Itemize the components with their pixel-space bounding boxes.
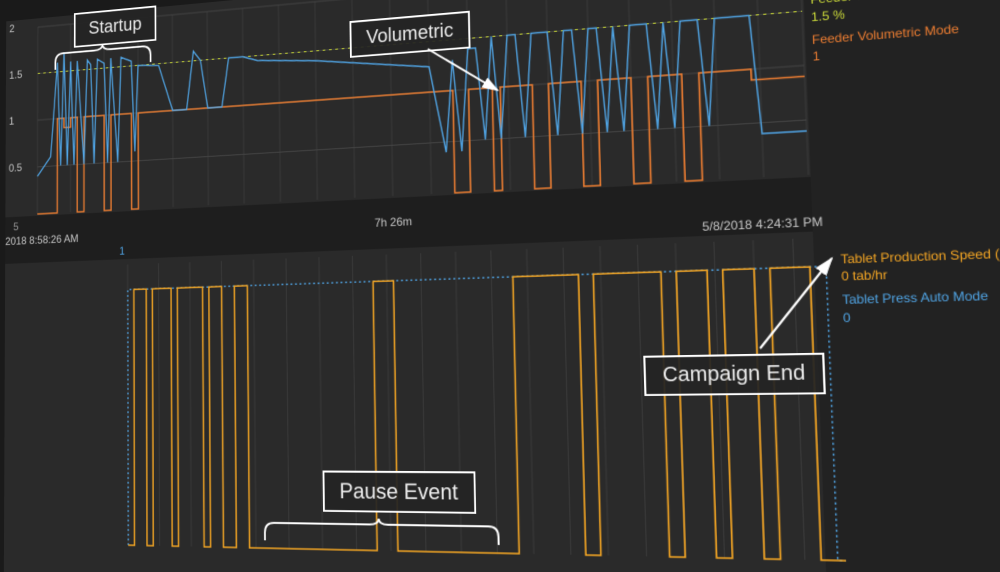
- y-tick-label: 1.5: [9, 68, 22, 81]
- lower-axis-one-blue: 1: [119, 244, 125, 257]
- y-tick-label: 0.5: [9, 161, 22, 174]
- y-tick-label: 2: [9, 22, 14, 35]
- lower-axis-five: 5: [13, 220, 18, 233]
- y-tick-label: 1: [9, 115, 14, 128]
- callout-startup-label: Startup: [89, 14, 142, 39]
